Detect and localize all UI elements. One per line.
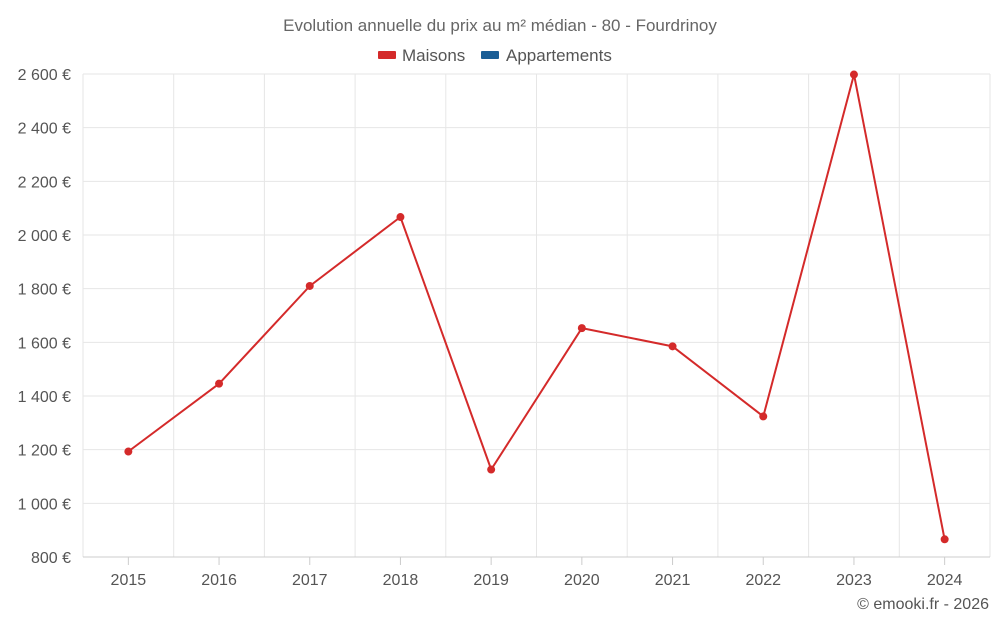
legend-swatch-maisons[interactable] — [378, 51, 396, 59]
legend: Maisons Appartements — [378, 46, 612, 65]
y-tick-label: 1 400 € — [18, 389, 71, 406]
y-axis: 800 € 1 000 € 1 200 € 1 400 € 1 600 € 1 800 €… — [18, 67, 71, 567]
y-tick-label: 1 600 € — [18, 335, 71, 352]
y-tick-label: 1 800 € — [18, 282, 71, 299]
credit-text: © emooki.fr - 2026 — [857, 596, 989, 613]
data-point[interactable] — [215, 379, 224, 388]
data-point[interactable] — [759, 412, 768, 421]
x-tick-label: 2021 — [655, 572, 691, 589]
y-tick-label: 2 000 € — [18, 228, 71, 245]
x-tick-label: 2024 — [927, 572, 963, 589]
data-point[interactable] — [577, 324, 586, 333]
series-line-maisons[interactable] — [127, 73, 946, 540]
series-maisons — [124, 70, 949, 544]
x-tick-label: 2015 — [111, 572, 147, 589]
data-point[interactable] — [668, 342, 677, 351]
y-tick-label: 800 € — [31, 550, 71, 567]
data-point[interactable] — [487, 465, 496, 474]
data-point[interactable] — [940, 535, 949, 544]
y-tick-label: 1 000 € — [18, 496, 71, 513]
y-tick-label: 2 400 € — [18, 121, 71, 138]
x-tick-label: 2023 — [836, 572, 872, 589]
x-axis: 2015 2016 2017 2018 2019 2020 2021 2022 2023 2024 — [83, 556, 990, 589]
x-tick-label: 2020 — [564, 572, 600, 589]
legend-label-appartements[interactable]: Appartements — [506, 46, 612, 65]
legend-label-maisons[interactable]: Maisons — [402, 46, 465, 65]
grid — [82, 73, 991, 557]
data-point[interactable] — [305, 281, 314, 290]
y-tick-label: 2 200 € — [18, 174, 71, 191]
legend-swatch-appartements[interactable] — [481, 51, 499, 59]
chart-title: Evolution annuelle du prix au m² médian … — [283, 16, 717, 35]
data-point[interactable] — [396, 213, 405, 222]
data-point[interactable] — [849, 70, 858, 79]
data-point[interactable] — [124, 447, 133, 456]
y-tick-label: 2 600 € — [18, 67, 71, 84]
x-tick-label: 2019 — [473, 572, 509, 589]
x-tick-label: 2017 — [292, 572, 328, 589]
x-tick-label: 2018 — [383, 572, 419, 589]
x-tick-label: 2022 — [745, 572, 781, 589]
x-tick-label: 2016 — [201, 572, 237, 589]
y-tick-label: 1 200 € — [18, 443, 71, 460]
